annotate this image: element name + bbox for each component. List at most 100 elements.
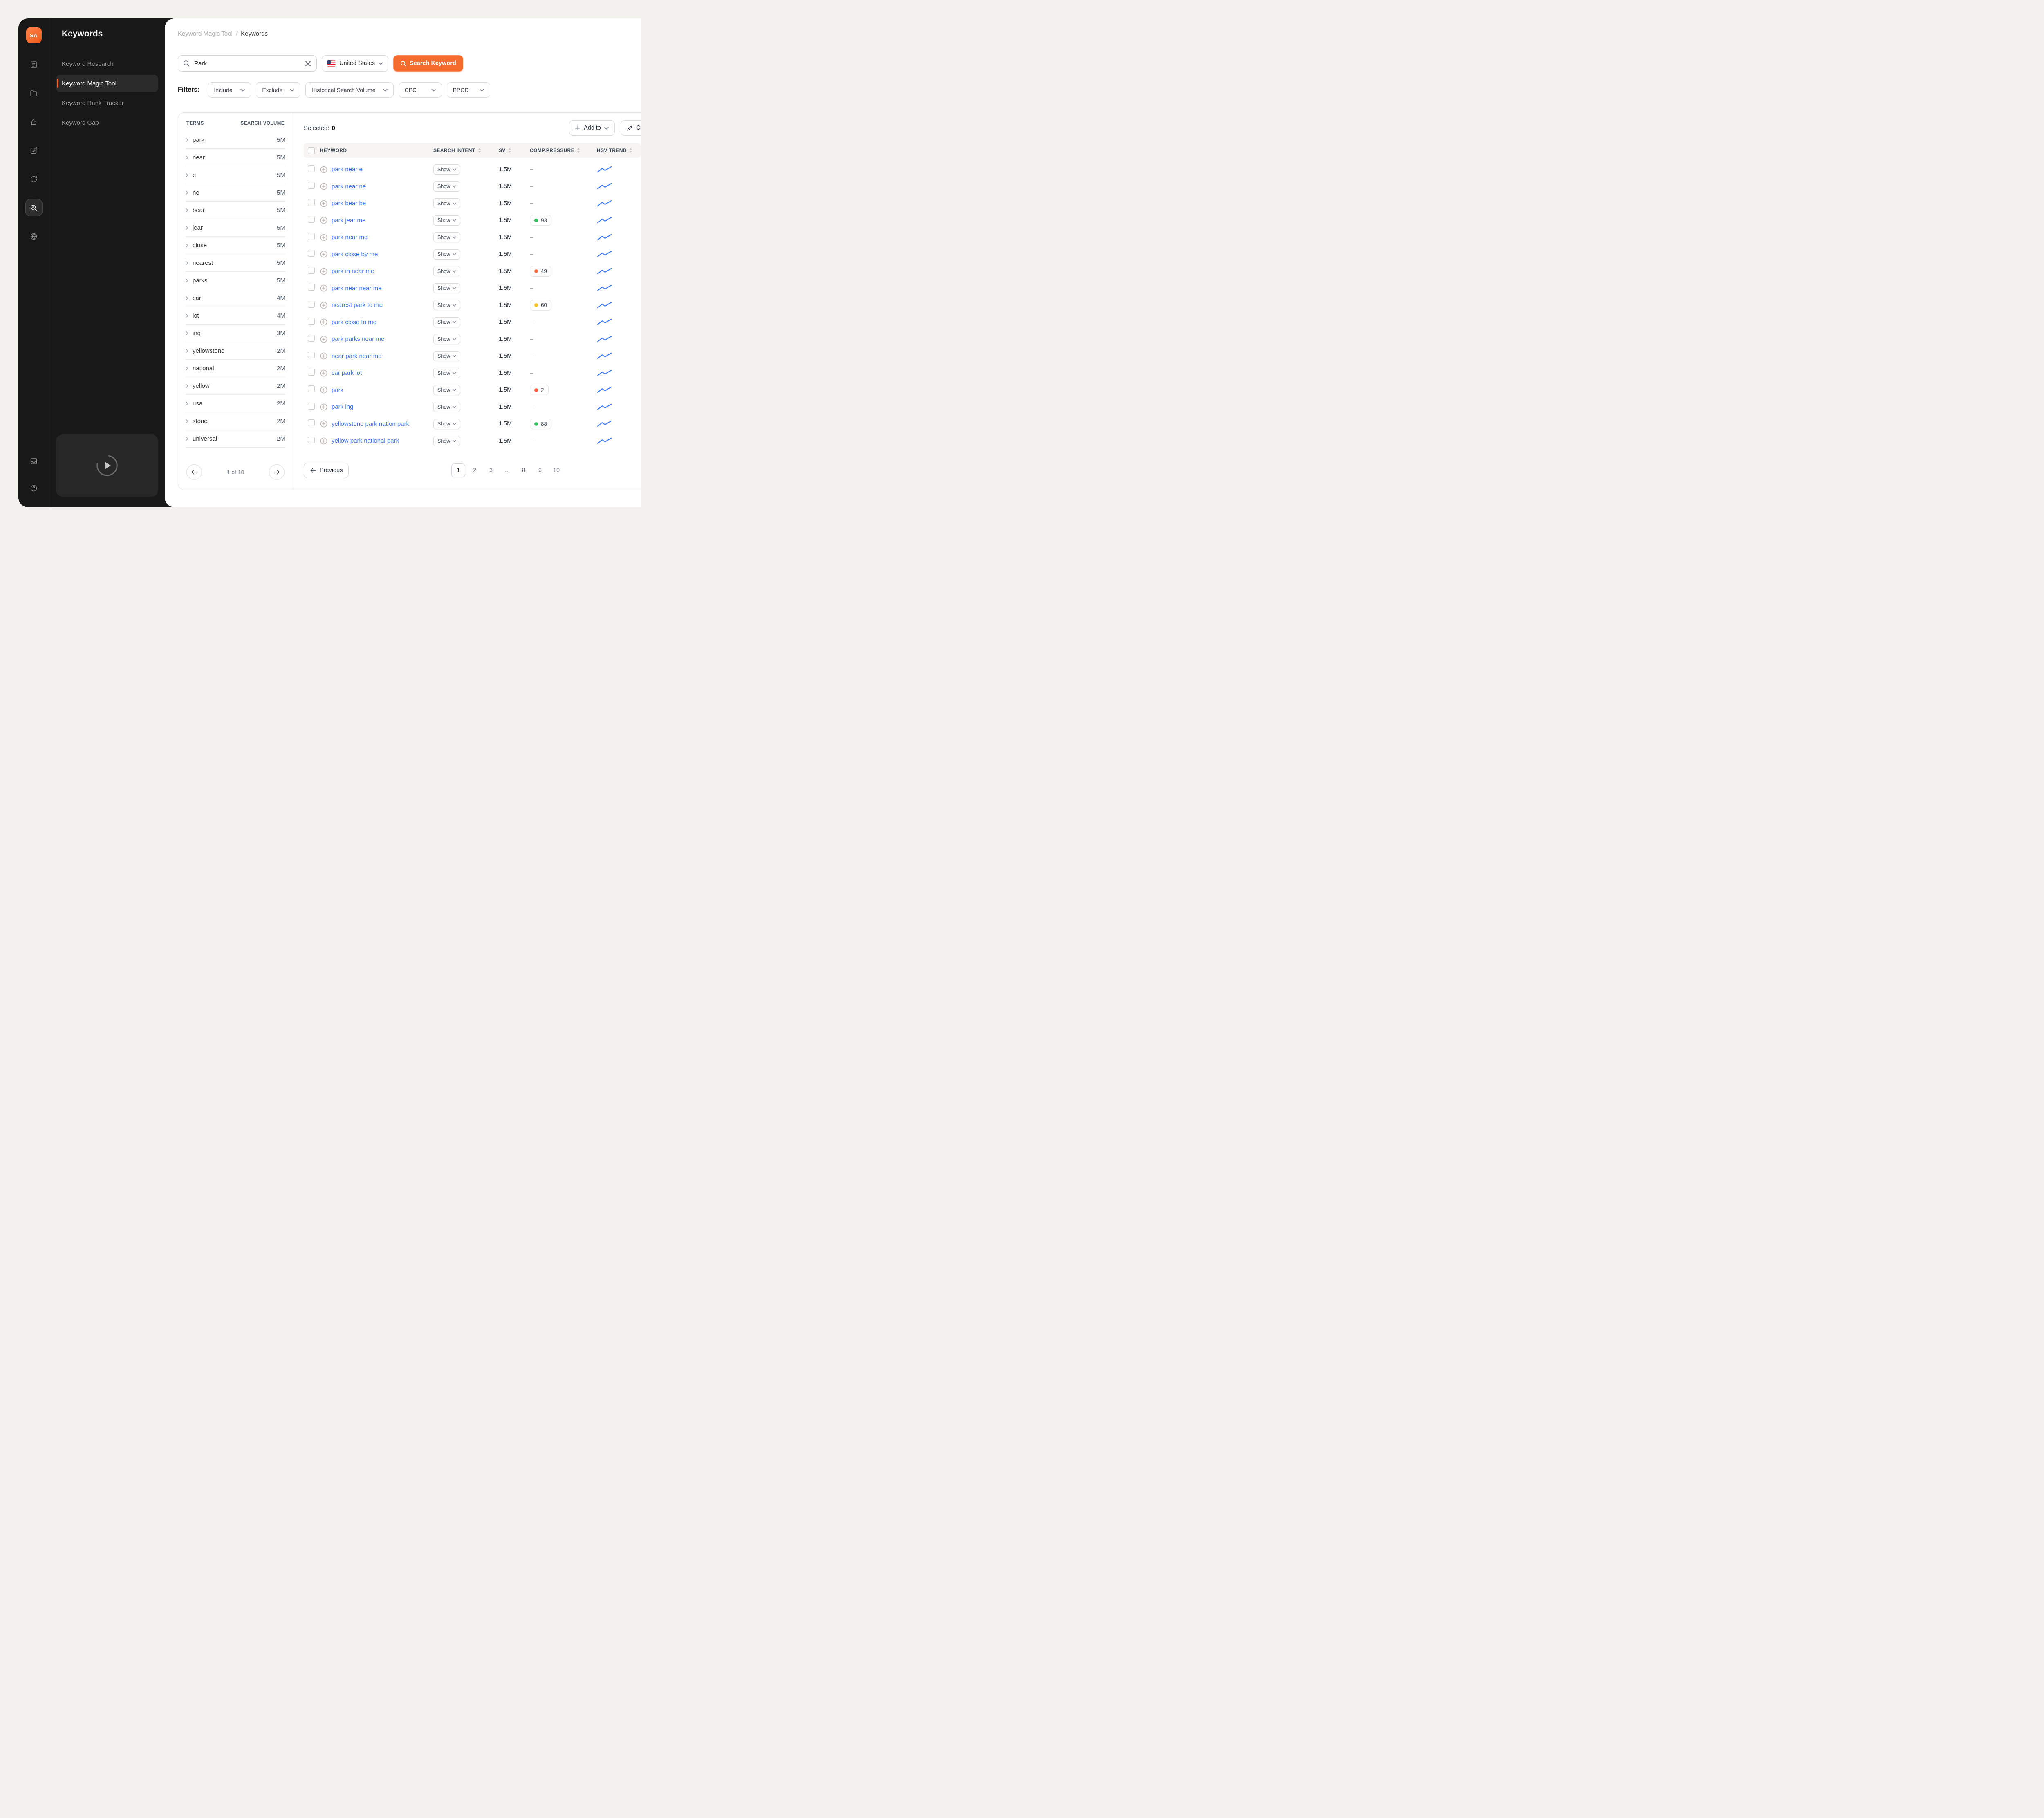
page-number[interactable]: 9 — [538, 467, 542, 474]
term-row[interactable]: stone 2M — [186, 412, 285, 430]
filter-dropdown[interactable]: Exclude — [256, 82, 301, 98]
filter-dropdown[interactable]: PPCD — [446, 82, 490, 98]
intent-dropdown[interactable]: Show — [433, 283, 461, 293]
keyword-link[interactable]: yellowstone park nation park — [332, 420, 410, 428]
add-keyword-icon[interactable] — [320, 302, 327, 309]
add-keyword-icon[interactable] — [320, 386, 327, 394]
term-row[interactable]: nearest 5M — [186, 254, 285, 272]
country-select[interactable]: United States — [322, 55, 389, 72]
keyword-link[interactable]: park — [332, 386, 344, 394]
help-icon[interactable] — [25, 479, 43, 497]
add-keyword-icon[interactable] — [320, 403, 327, 411]
add-keyword-icon[interactable] — [320, 369, 327, 377]
term-row[interactable]: lot 4M — [186, 307, 285, 325]
keyword-column-header[interactable]: KEYWORD — [320, 148, 433, 153]
intent-dropdown[interactable]: Show — [433, 164, 461, 175]
row-checkbox[interactable] — [308, 368, 315, 376]
page-number[interactable]: 8 — [522, 467, 526, 474]
sidebar-item[interactable]: Keyword Research — [56, 55, 158, 72]
keyword-link[interactable]: park near e — [332, 166, 363, 173]
keyword-link[interactable]: park near ne — [332, 183, 366, 190]
add-keyword-icon[interactable] — [320, 166, 327, 173]
row-checkbox[interactable] — [308, 266, 315, 274]
term-row[interactable]: jear 5M — [186, 219, 285, 237]
row-checkbox[interactable] — [308, 199, 315, 206]
intent-dropdown[interactable]: Show — [433, 300, 461, 311]
search-intent-column-header[interactable]: SEARCH INTENT — [433, 148, 499, 153]
keyword-link[interactable]: car park lot — [332, 369, 362, 377]
sidebar-item[interactable]: Keyword Magic Tool — [56, 75, 158, 92]
intent-dropdown[interactable]: Show — [433, 351, 461, 361]
row-checkbox[interactable] — [308, 318, 315, 325]
terms-prev-page-button[interactable] — [186, 464, 202, 480]
edit-icon[interactable] — [25, 142, 43, 159]
filter-dropdown[interactable]: Include — [208, 82, 251, 98]
keyword-link[interactable]: park close to me — [332, 318, 377, 326]
hsv-trend-column-header[interactable]: HSV TREND — [597, 148, 641, 153]
intent-dropdown[interactable]: Show — [433, 232, 461, 243]
row-checkbox[interactable] — [308, 436, 315, 443]
filter-dropdown[interactable]: CPC — [398, 82, 442, 98]
globe-icon[interactable] — [25, 228, 43, 245]
add-keyword-icon[interactable] — [320, 217, 327, 224]
add-keyword-icon[interactable] — [320, 183, 327, 190]
keyword-link[interactable]: park near me — [332, 234, 368, 241]
select-all-checkbox[interactable] — [308, 147, 315, 154]
keyword-link[interactable]: yellow park national park — [332, 437, 399, 445]
page-number[interactable]: 10 — [553, 467, 560, 474]
filter-dropdown[interactable]: Historical Search Volume — [305, 82, 394, 98]
term-row[interactable]: yellow 2M — [186, 377, 285, 395]
search-input[interactable] — [193, 59, 305, 67]
row-checkbox[interactable] — [308, 284, 315, 291]
keyword-link[interactable]: park bear be — [332, 200, 366, 207]
term-row[interactable]: usa 2M — [186, 395, 285, 412]
create-button[interactable]: Crea — [621, 120, 641, 136]
term-row[interactable]: bear 5M — [186, 202, 285, 219]
add-keyword-icon[interactable] — [320, 251, 327, 258]
term-row[interactable]: yellowstone 2M — [186, 342, 285, 360]
term-row[interactable]: universal 2M — [186, 430, 285, 448]
add-keyword-icon[interactable] — [320, 234, 327, 241]
row-checkbox[interactable] — [308, 233, 315, 240]
breadcrumb-parent[interactable]: Keyword Magic Tool — [178, 30, 233, 37]
intent-dropdown[interactable]: Show — [433, 215, 461, 226]
terms-next-page-button[interactable] — [269, 464, 285, 480]
keyword-search-box[interactable] — [178, 55, 317, 72]
add-keyword-icon[interactable] — [320, 200, 327, 207]
add-to-button[interactable]: Add to — [569, 120, 615, 136]
page-number[interactable]: 3 — [489, 467, 493, 474]
keyword-magnifier-icon[interactable] — [25, 199, 43, 216]
sidebar-item[interactable]: Keyword Rank Tracker — [56, 94, 158, 112]
sv-column-header[interactable]: SV — [499, 148, 530, 153]
report-icon[interactable] — [25, 56, 43, 73]
clear-search-icon[interactable] — [305, 60, 312, 67]
inbox-icon[interactable] — [25, 452, 43, 470]
term-row[interactable]: park 5M — [186, 131, 285, 149]
keyword-link[interactable]: near park near me — [332, 352, 382, 360]
row-checkbox[interactable] — [308, 352, 315, 359]
keyword-link[interactable]: park jear me — [332, 217, 366, 224]
row-checkbox[interactable] — [308, 250, 315, 257]
previous-page-button[interactable]: Previous — [304, 463, 349, 478]
app-logo[interactable]: SA — [26, 27, 42, 43]
intent-dropdown[interactable]: Show — [433, 266, 461, 277]
thumbs-up-icon[interactable] — [25, 113, 43, 130]
row-checkbox[interactable] — [308, 216, 315, 223]
add-keyword-icon[interactable] — [320, 284, 327, 292]
row-checkbox[interactable] — [308, 385, 315, 393]
add-keyword-icon[interactable] — [320, 437, 327, 445]
term-row[interactable]: close 5M — [186, 237, 285, 254]
keyword-link[interactable]: nearest park to me — [332, 302, 383, 309]
term-row[interactable]: near 5M — [186, 149, 285, 166]
add-keyword-icon[interactable] — [320, 318, 327, 326]
row-checkbox[interactable] — [308, 334, 315, 342]
keyword-link[interactable]: park close by me — [332, 251, 378, 258]
keyword-link[interactable]: park near near me — [332, 284, 382, 292]
term-row[interactable]: parks 5M — [186, 272, 285, 289]
page-number[interactable]: ... — [504, 467, 510, 474]
sidebar-item[interactable]: Keyword Gap — [56, 114, 158, 131]
add-keyword-icon[interactable] — [320, 336, 327, 343]
term-row[interactable]: car 4M — [186, 289, 285, 307]
add-keyword-icon[interactable] — [320, 268, 327, 275]
add-keyword-icon[interactable] — [320, 420, 327, 428]
